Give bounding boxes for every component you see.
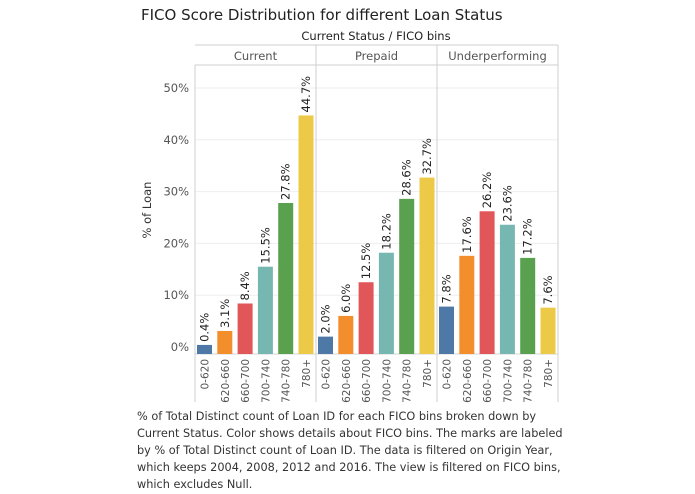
data-label: 3.1%: [218, 299, 232, 328]
data-label: 2.0%: [319, 304, 333, 333]
y-tick-label: 0%: [171, 340, 189, 354]
bar-current-620-660: [217, 330, 233, 354]
data-label: 23.6%: [500, 185, 514, 222]
x-tick-label: 700-740: [502, 359, 514, 403]
x-tick-label: 700-740: [260, 359, 272, 403]
bar-underperforming-660-700: [479, 211, 495, 354]
x-tick-label: 0-620: [442, 359, 454, 390]
data-label: 28.6%: [400, 159, 414, 196]
header-label: Current Status / FICO bins: [301, 29, 450, 43]
x-tick-label: 0-620: [321, 359, 333, 390]
bar-current-660-700: [237, 303, 253, 354]
data-label: 17.6%: [460, 216, 474, 253]
x-tick-label: 700-740: [381, 359, 393, 403]
x-tick-label: 780+: [543, 359, 555, 388]
y-tick-label: 50%: [163, 81, 189, 95]
bar-current-700-740: [257, 266, 273, 354]
data-label: 44.7%: [299, 76, 313, 113]
bar-underperforming-0-620: [439, 306, 454, 354]
y-tick-label: 30%: [163, 185, 189, 199]
x-tick-label: 780+: [422, 359, 434, 388]
y-tick-label: 40%: [163, 133, 189, 147]
chart-caption: % of Total Distinct count of Loan ID for…: [137, 410, 563, 491]
x-tick-label: 620-660: [341, 359, 353, 403]
x-tick-label: 660-700: [361, 359, 373, 403]
panel-header-underperforming: Underperforming: [448, 49, 547, 63]
data-label: 7.8%: [440, 274, 454, 303]
x-tick-label: 660-700: [240, 359, 252, 403]
bar-underperforming-700-740: [499, 224, 515, 354]
data-label: 27.8%: [279, 163, 293, 200]
panel-header-current: Current: [234, 49, 278, 63]
x-tick-label: 740-780: [281, 359, 293, 403]
bar-current-780+: [298, 115, 314, 354]
y-tick-label: 20%: [163, 236, 189, 250]
bar-current-740-780: [278, 202, 294, 354]
bar-underperforming-620-660: [459, 255, 475, 354]
data-label: 6.0%: [339, 284, 353, 313]
bar-prepaid-780+: [419, 177, 435, 354]
data-label: 17.2%: [521, 218, 535, 255]
x-tick-label: 740-780: [523, 359, 535, 403]
data-label: 8.4%: [238, 271, 252, 300]
bar-prepaid-620-660: [338, 315, 354, 354]
bar-underperforming-780+: [540, 307, 556, 354]
x-tick-label: 620-660: [462, 359, 474, 403]
chart-title: FICO Score Distribution for different Lo…: [141, 6, 503, 24]
bar-prepaid-660-700: [358, 282, 374, 354]
x-tick-label: 780+: [301, 359, 313, 388]
panel-header-prepaid: Prepaid: [355, 49, 398, 63]
x-tick-label: 740-780: [402, 359, 414, 403]
x-tick-label: 620-660: [220, 359, 232, 403]
x-tick-label: 660-700: [482, 359, 494, 403]
data-label: 12.5%: [359, 243, 373, 280]
bar-prepaid-740-780: [399, 198, 415, 354]
data-label: 32.7%: [420, 138, 434, 175]
y-axis-title: % of Loan: [140, 182, 154, 239]
data-label: 18.2%: [379, 213, 393, 250]
bar-prepaid-0-620: [318, 336, 333, 354]
y-tick-label: 10%: [163, 288, 189, 302]
bar-underperforming-740-780: [520, 257, 536, 354]
bar-current-0-620: [197, 344, 212, 354]
data-label: 26.2%: [480, 172, 494, 209]
data-label: 7.6%: [541, 275, 555, 304]
data-label: 0.4%: [198, 313, 212, 342]
bar-prepaid-700-740: [378, 252, 394, 354]
data-label: 15.5%: [258, 227, 272, 264]
x-tick-label: 0-620: [200, 359, 212, 390]
